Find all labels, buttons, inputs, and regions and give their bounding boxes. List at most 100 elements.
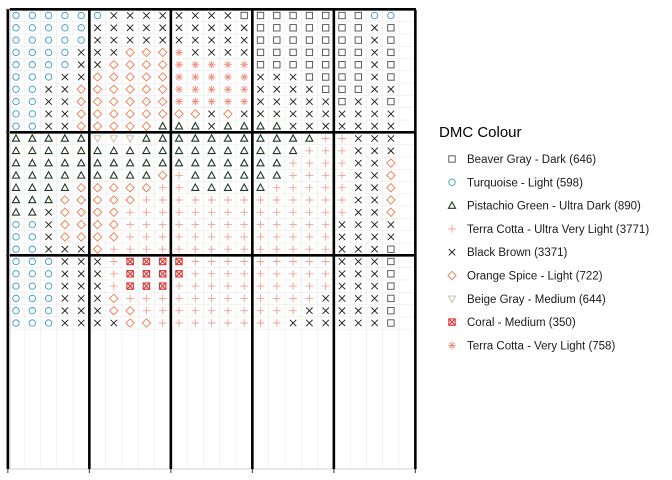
stitch-diamond [76,96,86,107]
stitch-cross [387,147,395,155]
stitch-diamond [76,207,86,218]
stitch-plus [191,233,200,241]
stitch-circle [12,245,20,253]
stitch-plus [256,245,265,254]
stitch-square [273,61,281,69]
stitch-cross [338,319,346,327]
stitch-cross [110,11,118,20]
major-gridlines [6,8,417,469]
stitch-asterisk [191,85,200,94]
stitch-circle [28,85,36,93]
stitch-diamond [125,96,135,107]
stitch-plus [272,233,281,241]
stitch-plus [321,159,330,167]
stitch-triangle [11,195,21,204]
stitch-plus [272,319,281,327]
stitch-plus [289,306,297,315]
stitch-triangle [288,133,298,142]
stitch-plus [289,269,297,278]
stitch-triangle [125,170,135,179]
stitch-triangle [190,170,200,179]
stitch-cross [61,319,69,327]
stitch-square [338,61,346,69]
stitch-plus [272,220,281,229]
stitch-cross [354,134,362,143]
stitch-symbols [11,11,396,328]
stitch-plus [256,220,265,229]
legend-label: Terra Cotta - Ultra Very Light (3771) [467,224,649,236]
legend-item: Terra Cotta - Very Light (758) [448,340,615,352]
stitch-plus [207,269,216,278]
stitch-triangle [304,133,314,142]
stitch-circle [387,11,395,20]
stitch-cross [208,110,216,118]
stitch-plus [207,208,216,217]
stitch-square [354,48,362,57]
stitch-asterisk [175,97,183,106]
stitch-cross [142,11,150,20]
stitch-cross [175,11,183,20]
stitch-plus [240,233,249,241]
stitch-plus [158,208,167,217]
stitch-triangle [256,170,265,179]
stitch-plus [338,208,346,217]
stitch-asterisk [207,85,216,94]
stitch-cross [77,257,85,266]
stitch-cross [371,36,379,44]
stitch-triangle [27,158,37,167]
stitch-plus [305,171,314,180]
stitch-circle [28,282,36,290]
legend-item: Terra Cotta - Ultra Very Light (3771) [448,224,649,236]
stitch-cross [322,110,330,118]
stitch-triangle [60,158,70,167]
stitch-circle [28,11,36,20]
stitch-diamond [386,182,396,193]
stitch-triangle [256,182,265,191]
stitch-plus [175,220,183,229]
stitch-circle [12,73,20,81]
stitch-cross [354,270,362,278]
stitch-cross [371,48,379,56]
stitch-triangle [239,145,249,155]
stitch-diamond [60,219,70,230]
stitch-cross [371,73,379,81]
stitch-cross [371,319,379,327]
stitch-triangle [190,133,200,142]
stitch-triangle [272,158,282,167]
stitch-plus [158,183,167,192]
stitch-triangle [125,158,135,167]
stitch-cross [371,159,379,167]
stitch-plus [289,208,297,217]
stitch-plus [338,146,346,155]
stitch-plus [175,319,183,327]
stitch-plus [191,306,200,315]
stitch-plus [240,196,249,204]
stitch-circle [12,97,20,106]
stitch-triangle [207,182,217,191]
stitch-square-cross [126,282,134,290]
stitch-square [322,61,330,69]
stitch-circle [12,110,20,118]
stitch-square [256,48,265,57]
stitch-circle [12,85,20,93]
stitch-triangle [141,133,151,142]
stitch-plus [338,196,346,204]
stitch-triangle [223,158,233,167]
stitch-triangle [141,158,151,167]
stitch-circle [28,270,36,278]
stitch-triangle [60,170,70,179]
legend-key-square-cross [448,318,456,326]
stitch-plus [224,208,232,217]
stitch-cross [159,36,167,44]
stitch-triangle [256,121,265,130]
stitch-circle [12,36,20,44]
stitch-triangle [109,145,119,155]
stitch-cross [371,257,379,266]
stitch-circle [12,270,20,278]
stitch-plus [224,269,232,278]
stitch-plus [305,257,314,266]
stitch-circle [12,282,20,290]
stitch-cross [61,110,69,118]
stitch-plus [126,294,134,303]
stitch-plus [158,245,167,254]
